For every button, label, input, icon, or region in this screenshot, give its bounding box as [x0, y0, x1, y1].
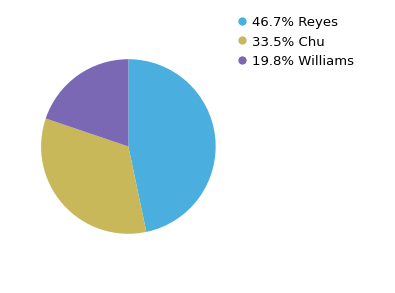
Legend: 46.7% Reyes, 33.5% Chu, 19.8% Williams: 46.7% Reyes, 33.5% Chu, 19.8% Williams [235, 12, 358, 72]
Wedge shape [128, 59, 216, 232]
Wedge shape [46, 59, 128, 146]
Wedge shape [41, 118, 146, 234]
